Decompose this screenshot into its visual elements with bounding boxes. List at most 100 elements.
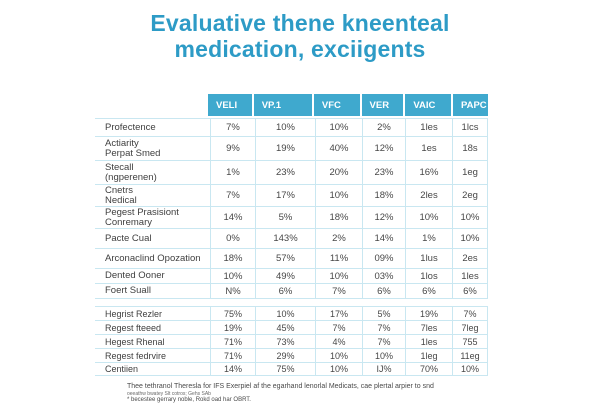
data-cell: 7% xyxy=(210,185,255,206)
data-cell: 10% xyxy=(315,363,362,375)
table-header-cell: VP.1 xyxy=(253,94,312,116)
data-cell: 5% xyxy=(362,307,405,320)
data-cell: 4% xyxy=(315,335,362,348)
table-section: Hegrist Rezler 75% 10% 17% 5% 19% 7% Regest fte… xyxy=(95,306,488,376)
data-cell: 10% xyxy=(405,207,452,228)
table-header-cell: PAPC xyxy=(452,94,488,116)
page: Evaluative thene kneenteal medication, e… xyxy=(0,10,600,410)
data-cell: 7% xyxy=(315,321,362,334)
data-cell: N% xyxy=(210,284,255,298)
table-header-cell: VER xyxy=(361,94,404,116)
table-row: Foert Suall N% 6% 7% 6% 6% 6% xyxy=(95,283,488,299)
row-label: Centiien xyxy=(105,364,139,374)
table-row: Regest fteeed 19% 45% 7% 7% 7les 7leg xyxy=(95,320,488,334)
data-cell: 09% xyxy=(362,249,405,268)
data-cell: 143% xyxy=(255,229,315,248)
data-cell: 1lus xyxy=(405,249,452,268)
table-row: Pegest Prasisiont Conremary 14% 5% 18% 12% 10… xyxy=(95,206,488,228)
data-cell: 2% xyxy=(315,229,362,248)
data-cell: 10% xyxy=(315,185,362,206)
data-cell: 03% xyxy=(362,269,405,283)
data-cell: 10% xyxy=(315,349,362,362)
data-cell: 75% xyxy=(255,363,315,375)
data-table: VELI VP.1 VFC VER VAIC PAPC Profectence 7% 10% 10… xyxy=(95,94,488,376)
data-cell: 14% xyxy=(362,229,405,248)
row-label: Foert Suall xyxy=(105,285,151,296)
data-cell: 1es xyxy=(405,137,452,160)
page-title: Evaluative thene kneenteal medication, e… xyxy=(0,10,600,62)
data-cell: 6% xyxy=(452,284,488,298)
data-cell: 7% xyxy=(362,335,405,348)
data-cell: 1los xyxy=(405,269,452,283)
data-cell: 19% xyxy=(255,137,315,160)
row-label: Hegest Rhenal xyxy=(105,336,165,347)
data-cell: 1les xyxy=(405,335,452,348)
footnote-line2: oeeathw bwatey Slt cotros; Gehs SAb xyxy=(127,391,211,397)
data-cell: 1les xyxy=(452,269,488,283)
data-cell: 45% xyxy=(255,321,315,334)
data-cell: 18% xyxy=(315,207,362,228)
table-header-row: VELI VP.1 VFC VER VAIC PAPC xyxy=(95,94,488,116)
data-cell: 71% xyxy=(210,335,255,348)
data-cell: 18% xyxy=(210,249,255,268)
data-cell: 10% xyxy=(255,307,315,320)
data-cell: 23% xyxy=(255,161,315,184)
table-header-cell: VELI xyxy=(208,94,252,116)
data-cell: 10% xyxy=(452,363,488,375)
data-cell: 16% xyxy=(405,161,452,184)
table-header-cell: VFC xyxy=(313,94,360,116)
data-cell: 10% xyxy=(210,269,255,283)
table-row: Profectence 7% 10% 10% 2% 1les 1lcs xyxy=(95,118,488,136)
table-row: Hegrist Rezler 75% 10% 17% 5% 19% 7% xyxy=(95,306,488,320)
data-cell: 7les xyxy=(405,321,452,334)
footnote-line3: * becestee gerrary noble, Rokd oad har O… xyxy=(127,397,251,403)
data-cell: 57% xyxy=(255,249,315,268)
table-header-cell: VAIC xyxy=(405,94,451,116)
data-cell: 1les xyxy=(405,119,452,136)
table-row: Cnetrs Nedical 7% 17% 10% 18% 2les 2eg xyxy=(95,184,488,206)
table-row: Pacte Cual 0% 143% 2% 14% 1% 10% xyxy=(95,228,488,248)
table-row: Stecall (ngperenen) 1% 23% 20% 23% 16% 1eg xyxy=(95,160,488,184)
data-cell: 11% xyxy=(315,249,362,268)
row-label: Hegrist Rezler xyxy=(105,308,163,319)
data-cell: 7leg xyxy=(452,321,488,334)
data-cell: 9% xyxy=(210,137,255,160)
row-label: Actiarity Perpat Smed xyxy=(105,137,161,159)
data-cell: 1leg xyxy=(405,349,452,362)
data-cell: 14% xyxy=(210,207,255,228)
row-label: Dented Ooner xyxy=(105,270,165,281)
data-cell: 10% xyxy=(315,269,362,283)
footnote: Thee tethranol Theresla for IFS Exerpiel… xyxy=(127,383,434,404)
row-label: Pacte Cual xyxy=(105,232,152,244)
row-label: Regest fteeed xyxy=(105,322,162,333)
table-row: Arconaclind Opozation 18% 57% 11% 09% 1lus 2es xyxy=(95,248,488,268)
data-cell: 12% xyxy=(362,207,405,228)
data-cell: 29% xyxy=(255,349,315,362)
table-row: Regest fedrvire 71% 29% 10% 10% 1leg 11eg xyxy=(95,348,488,362)
data-cell: 19% xyxy=(210,321,255,334)
data-cell: 1% xyxy=(405,229,452,248)
data-cell: 2les xyxy=(405,185,452,206)
data-cell: 49% xyxy=(255,269,315,283)
data-cell: 75% xyxy=(210,307,255,320)
data-cell: 40% xyxy=(315,137,362,160)
table-row: Dented Ooner 10% 49% 10% 03% 1los 1les xyxy=(95,268,488,283)
data-cell: 1% xyxy=(210,161,255,184)
data-cell: 7% xyxy=(452,307,488,320)
page-title-line2: medication, exciigents xyxy=(174,36,426,62)
table-row: Hegest Rhenal 71% 73% 4% 7% 1les 755 xyxy=(95,334,488,348)
row-label: Profectence xyxy=(105,121,156,133)
data-cell: 23% xyxy=(362,161,405,184)
data-cell: 1lcs xyxy=(452,119,488,136)
data-cell: 1eg xyxy=(452,161,488,184)
data-cell: 19% xyxy=(405,307,452,320)
data-cell: 11eg xyxy=(452,349,488,362)
table-section: Profectence 7% 10% 10% 2% 1les 1lcs Actiarity P… xyxy=(95,118,488,299)
data-cell: 755 xyxy=(452,335,488,348)
data-cell: 6% xyxy=(255,284,315,298)
row-label: Pegest Prasisiont Conremary xyxy=(105,206,179,228)
data-cell: 6% xyxy=(362,284,405,298)
data-cell: 10% xyxy=(255,119,315,136)
data-cell: 14% xyxy=(210,363,255,375)
data-cell: 18s xyxy=(452,137,488,160)
